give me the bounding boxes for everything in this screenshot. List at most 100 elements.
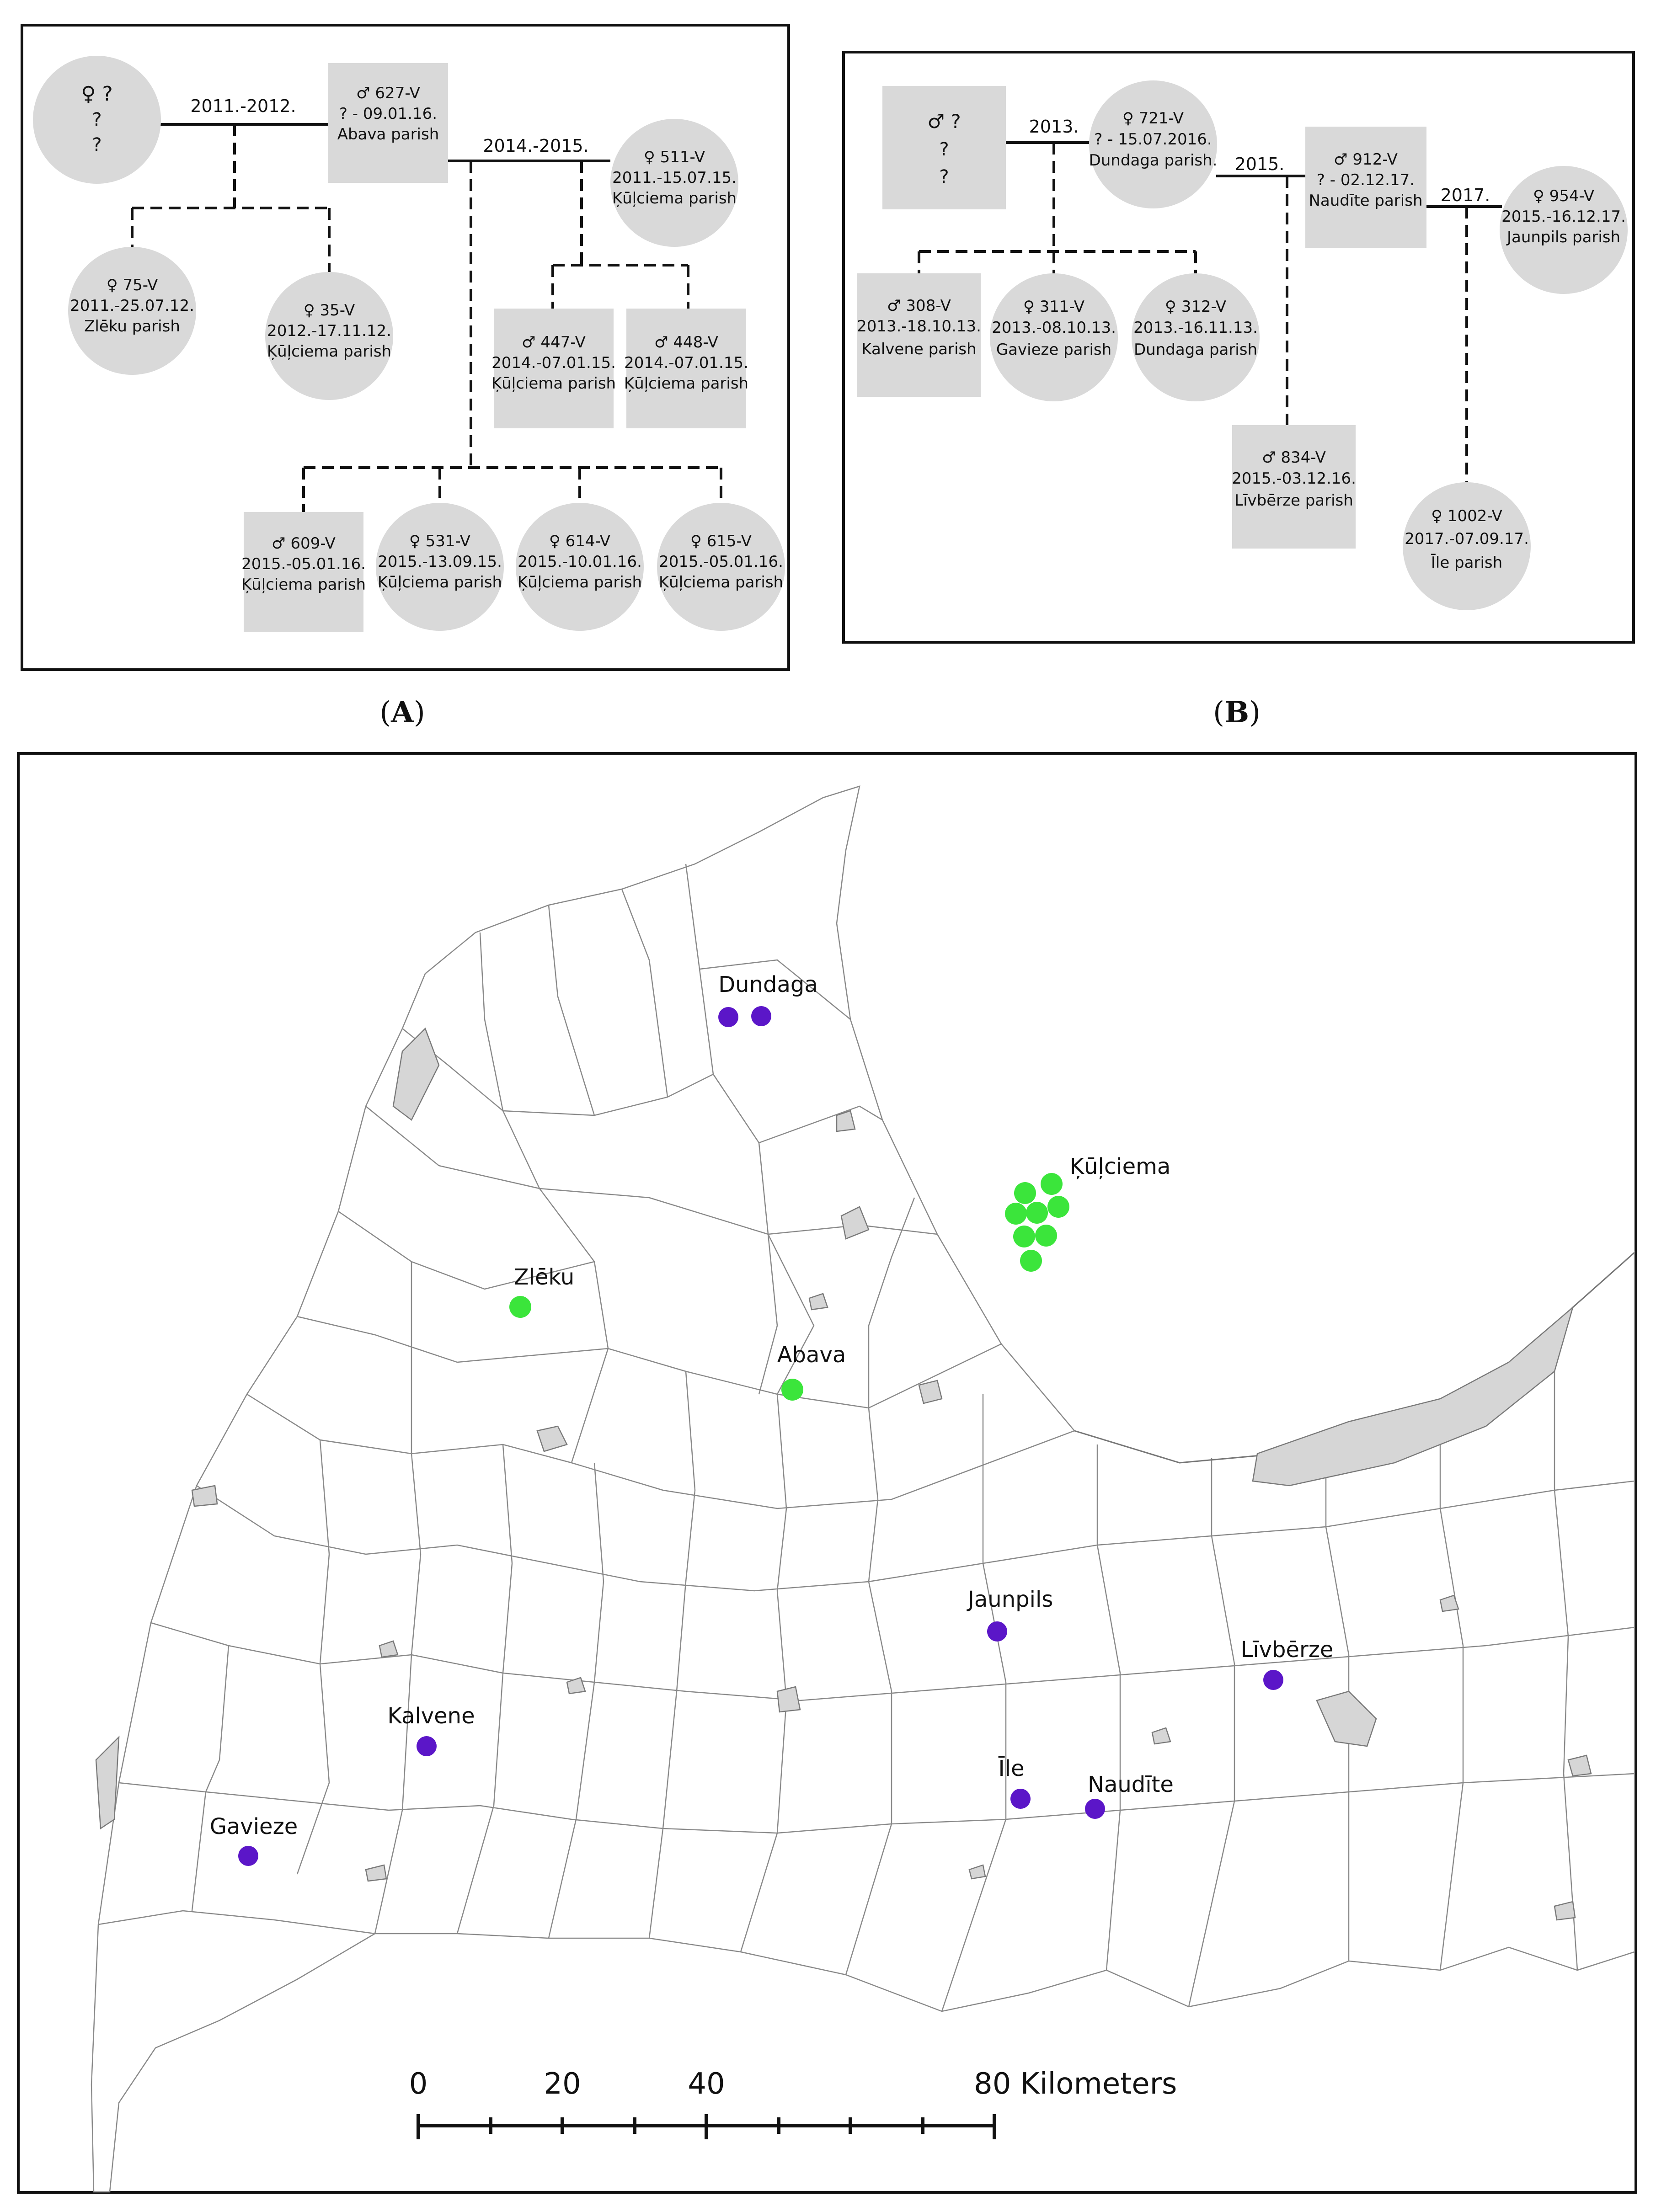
label-kulciema: Ķūļciema — [1070, 1154, 1171, 1179]
year-label: 2013. — [1029, 117, 1079, 137]
label-ile: Īle — [998, 1756, 1024, 1781]
label-jaunpils: Jaunpils — [967, 1587, 1053, 1612]
node-male-609: ♂ 609-V 2015.-05.01.16. Ķūļciema parish — [241, 512, 366, 632]
svg-text:Ķūļciema parish: Ķūļciema parish — [659, 573, 783, 592]
panel-b-pedigree: 2013. 2015. 2017. ♂ ? ? ? ♀ 721-V ? - 15… — [842, 51, 1635, 644]
svg-text:2013.-18.10.13.: 2013.-18.10.13. — [857, 317, 981, 336]
svg-text:2011.-25.07.12.: 2011.-25.07.12. — [70, 297, 194, 315]
svg-text:♂ 447-V: ♂ 447-V — [522, 333, 586, 352]
node-female-311: ♀ 311-V 2013.-08.10.13. Gavieze parish — [990, 273, 1118, 401]
node-female-614: ♀ 614-V 2015.-10.01.16. Ķūļciema parish — [516, 503, 644, 631]
svg-text:Naudīte parish: Naudīte parish — [1309, 192, 1422, 210]
node-male-448: ♂ 448-V 2014.-07.01.15. Ķūļciema parish — [624, 309, 748, 428]
parish-boundaries — [98, 863, 1635, 2012]
svg-text:♂ ?: ♂ ? — [927, 110, 961, 133]
svg-text:? - 02.12.17.: ? - 02.12.17. — [1317, 171, 1415, 189]
svg-text:Ķūļciema parish: Ķūļciema parish — [518, 573, 642, 592]
purple-point-ile — [1010, 1789, 1031, 1809]
svg-text:Ķūļciema parish: Ķūļciema parish — [378, 573, 502, 592]
svg-text:♀ 311-V: ♀ 311-V — [1023, 298, 1084, 316]
green-point-zleku — [509, 1296, 531, 1318]
scale-bar: 0 20 40 80 Kilometers — [409, 2067, 1177, 2139]
svg-text:♀ 615-V: ♀ 615-V — [690, 532, 752, 550]
label-dundaga: Dundaga — [718, 972, 818, 997]
svg-text:Ķūļciema parish: Ķūļciema parish — [241, 576, 366, 594]
purple-point-dundaga — [718, 1007, 738, 1027]
map-frame — [17, 752, 1637, 2194]
label-gavieze: Gavieze — [210, 1814, 298, 1839]
green-point-kulciema — [1047, 1196, 1069, 1218]
purple-point-naudite — [1085, 1799, 1105, 1819]
svg-text:♀ ?: ♀ ? — [81, 82, 113, 106]
map-panel: Dundaga Ķūļciema Zlēku Abava Jaunpils Lī… — [17, 752, 1637, 2194]
svg-text:♀ 75-V: ♀ 75-V — [107, 276, 158, 294]
svg-text:2013.-16.11.13.: 2013.-16.11.13. — [1133, 319, 1258, 337]
svg-text:Zlēku parish: Zlēku parish — [84, 317, 180, 336]
label-kalvene: Kalvene — [387, 1703, 475, 1729]
node-male-627: ♂ 627-V ? - 09.01.16. Abava parish — [328, 63, 448, 183]
svg-text:2015.-05.01.16.: 2015.-05.01.16. — [241, 555, 366, 573]
node-female-511: ♀ 511-V 2011.-15.07.15. Ķūļciema parish — [610, 119, 738, 247]
svg-text:2014.-07.01.15.: 2014.-07.01.15. — [491, 354, 616, 372]
node-female-unknown: ♀ ? ? ? — [33, 56, 161, 184]
year-label: 2015. — [1235, 154, 1285, 174]
svg-text:♀ 614-V: ♀ 614-V — [549, 532, 610, 550]
svg-text:?: ? — [92, 109, 101, 130]
panel-a-label: (A) — [379, 695, 425, 730]
svg-text:2015.-03.12.16.: 2015.-03.12.16. — [1232, 469, 1356, 488]
scale-end-label: 80 Kilometers — [974, 2067, 1177, 2101]
panel-b-frame — [842, 51, 1635, 644]
node-female-954: ♀ 954-V 2015.-16.12.17. Jaunpils parish — [1500, 166, 1628, 294]
label-livberze: Līvbērze — [1241, 1637, 1334, 1663]
label-abava: Abava — [777, 1342, 846, 1368]
node-female-531: ♀ 531-V 2015.-13.09.15. Ķūļciema parish — [376, 503, 504, 631]
green-point-kulciema — [1035, 1225, 1057, 1247]
green-point-kulciema — [1041, 1173, 1063, 1195]
year-label: 2017. — [1441, 185, 1490, 205]
svg-text:♂ 308-V: ♂ 308-V — [887, 297, 951, 315]
svg-text:Jaunpils parish: Jaunpils parish — [1506, 228, 1620, 246]
panel-b-label: (B) — [1213, 695, 1261, 730]
svg-text:? - 09.01.16.: ? - 09.01.16. — [339, 105, 437, 123]
svg-text:♀ 1002-V: ♀ 1002-V — [1431, 507, 1502, 525]
node-male-834: ♂ 834-V 2015.-03.12.16. Līvbērze parish — [1232, 425, 1356, 549]
svg-text:♂ 609-V: ♂ 609-V — [272, 534, 336, 553]
svg-text:Līvbērze parish: Līvbērze parish — [1234, 491, 1353, 510]
label-naudite: Naudīte — [1088, 1772, 1174, 1797]
green-point-kulciema — [1014, 1182, 1036, 1204]
green-points — [509, 1173, 1069, 1401]
panel-a-pedigree: 2011.-2012. 2014.-2015. ♀ ? ? ? ♂ 627-V … — [21, 24, 790, 671]
urban-areas — [95, 1027, 1592, 1921]
svg-text:Īle parish: Īle parish — [1431, 554, 1502, 572]
svg-text:2011.-15.07.15.: 2011.-15.07.15. — [612, 169, 737, 187]
node-female-1002: ♀ 1002-V 2017.-07.09.17. Īle parish — [1403, 482, 1531, 610]
purple-point-kalvene — [417, 1736, 437, 1756]
svg-text:Gavieze parish: Gavieze parish — [996, 341, 1111, 359]
green-point-kulciema — [1020, 1250, 1042, 1272]
svg-text:Abava parish: Abava parish — [337, 125, 439, 144]
scale-tick-20: 20 — [544, 2067, 581, 2101]
node-female-721: ♀ 721-V ? - 15.07.2016. Dundaga parish. — [1089, 80, 1217, 208]
purple-point-livberze — [1263, 1670, 1283, 1690]
year-label: 2014.-2015. — [483, 136, 588, 156]
svg-text:Ķūļciema parish: Ķūļciema parish — [624, 374, 748, 393]
panel-a-frame — [21, 24, 790, 671]
svg-text:♂ 912-V: ♂ 912-V — [1334, 150, 1398, 169]
scale-tick-0: 0 — [409, 2067, 428, 2101]
green-point-abava — [781, 1379, 803, 1401]
svg-text:2017.-07.09.17.: 2017.-07.09.17. — [1405, 530, 1529, 548]
purple-point-gavieze — [238, 1846, 258, 1866]
svg-text:2012.-17.11.12.: 2012.-17.11.12. — [267, 322, 391, 340]
node-female-75: ♀ 75-V 2011.-25.07.12. Zlēku parish — [68, 247, 196, 375]
node-female-615: ♀ 615-V 2015.-05.01.16. Ķūļciema parish — [657, 503, 785, 631]
svg-text:♀ 511-V: ♀ 511-V — [644, 148, 705, 166]
svg-text:Dundaga parish: Dundaga parish — [1134, 341, 1257, 359]
svg-text:? - 15.07.2016.: ? - 15.07.2016. — [1094, 130, 1212, 149]
svg-text:♀ 721-V: ♀ 721-V — [1122, 109, 1184, 128]
svg-text:2015.-13.09.15.: 2015.-13.09.15. — [378, 553, 502, 571]
svg-text:♀ 954-V: ♀ 954-V — [1533, 187, 1594, 205]
year-label: 2011.-2012. — [190, 96, 296, 116]
svg-text:2015.-10.01.16.: 2015.-10.01.16. — [518, 553, 642, 571]
node-female-35: ♀ 35-V 2012.-17.11.12. Ķūļciema parish — [265, 272, 393, 400]
